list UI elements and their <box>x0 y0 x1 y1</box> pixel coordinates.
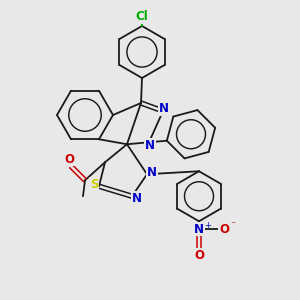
Text: Cl: Cl <box>136 11 148 23</box>
Text: S: S <box>90 178 98 191</box>
Text: O: O <box>194 249 204 262</box>
Text: O: O <box>219 223 229 236</box>
Text: N: N <box>194 223 204 236</box>
Text: +: + <box>204 221 211 230</box>
Text: N: N <box>147 166 157 179</box>
Text: ⁻: ⁻ <box>230 220 235 230</box>
Text: N: N <box>132 192 142 205</box>
Text: O: O <box>64 153 74 166</box>
Text: N: N <box>159 103 169 116</box>
Text: N: N <box>145 139 155 152</box>
